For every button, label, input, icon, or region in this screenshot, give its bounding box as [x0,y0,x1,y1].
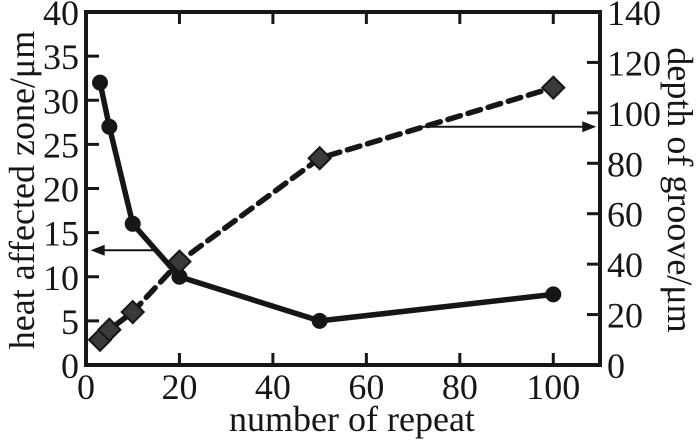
y-left-tick-label: 5 [61,302,79,342]
data-point-diamond [96,317,122,343]
y-left-tick-label: 0 [61,346,79,386]
y-right-tick-label: 20 [607,296,643,336]
chart-plot-area: 0 20 40 60 80 1000510152025303540020406080100… [43,0,661,407]
data-point-circle [101,118,118,135]
y-left-tick-label: 25 [43,125,79,165]
data-point-circle [92,74,109,91]
y-left-tick-label: 15 [43,214,79,254]
x-tick-label: 0 [77,367,95,407]
x-tick-label: 40 [255,367,291,407]
y-left-tick-label: 40 [43,0,79,33]
y-right-tick-label: 80 [607,144,643,184]
data-point-diamond [540,75,566,101]
plot-frame [84,10,602,367]
data-point-circle [171,268,188,285]
x-tick-label: 60 [348,367,384,407]
y-right-tick-label: 0 [607,346,625,386]
data-point-diamond [120,299,146,325]
data-point-circle [545,286,562,303]
y-right-tick-label: 120 [607,43,661,83]
y-right-tick-label: 140 [607,0,661,33]
data-point-circle [124,215,141,232]
x-tick-label: 80 [442,367,478,407]
y-right-tick-label: 40 [607,245,643,285]
y-left-tick-label: 35 [43,37,79,77]
right-axis-title: depth of groove/μm [660,47,700,332]
data-point-diamond [167,249,192,275]
y-right-tick-label: 60 [607,195,643,235]
series-line-solid [97,79,557,324]
x-tick-label: 100 [526,367,580,407]
arrow-head [90,244,105,256]
x-axis-title: number of repeat [229,399,475,439]
data-point-circle [311,312,328,329]
left-axis-title: heat affected zone/μm [2,31,42,349]
y-right-tick-label: 100 [607,94,661,134]
y-left-tick-label: 30 [43,81,79,121]
arrow-head [582,121,597,133]
y-left-tick-label: 20 [43,170,79,210]
data-point-diamond [307,145,333,171]
y-left-tick-label: 10 [43,258,79,298]
x-tick-label: 20 [161,367,197,407]
